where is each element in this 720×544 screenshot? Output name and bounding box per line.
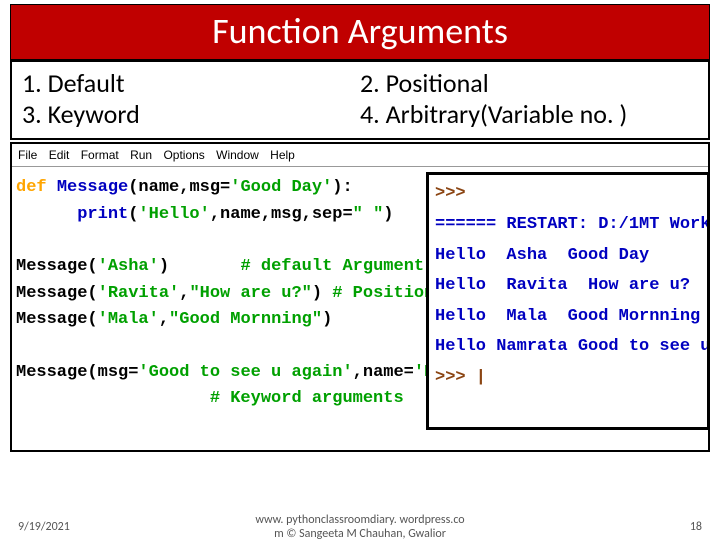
argument-types-box: 1. Default 2. Positional 3. Keyword 4. A… (10, 60, 710, 140)
slide-title-bar: Function Arguments (10, 4, 710, 60)
shell-line: Hello Mala Good Mornning (435, 302, 701, 333)
shell-prompt: >>> | (435, 363, 701, 394)
arg-arbitrary: 4. Arbitrary(Variable no. ) (360, 99, 698, 130)
slide-footer: 9/19/2021 www. pythonclassroomdiary. wor… (0, 520, 720, 534)
menu-edit[interactable]: Edit (49, 148, 70, 162)
menu-options[interactable]: Options (163, 148, 204, 162)
shell-prompt: >>> (435, 179, 701, 210)
arg-positional: 2. Positional (360, 68, 698, 99)
shell-line: Hello Namrata Good to see u again (435, 332, 701, 363)
menu-file[interactable]: File (18, 148, 37, 162)
footer-credit: www. pythonclassroomdiary. wordpress.co … (230, 513, 490, 542)
idle-menubar: File Edit Format Run Options Window Help (12, 144, 708, 167)
shell-line: ====== RESTART: D:/1MT Workshop ZIET (435, 210, 701, 241)
menu-window[interactable]: Window (216, 148, 259, 162)
shell-output: >>> ====== RESTART: D:/1MT Workshop ZIET… (426, 172, 710, 430)
menu-help[interactable]: Help (270, 148, 295, 162)
footer-date: 9/19/2021 (18, 520, 70, 534)
footer-page-number: 18 (690, 520, 702, 534)
arg-keyword: 3. Keyword (22, 99, 360, 130)
shell-line: Hello Asha Good Day (435, 241, 701, 272)
arg-default: 1. Default (22, 68, 360, 99)
slide-title: Function Arguments (11, 5, 709, 59)
code-screenshot: File Edit Format Run Options Window Help… (10, 142, 710, 452)
menu-format[interactable]: Format (81, 148, 119, 162)
shell-line: Hello Ravita How are u? (435, 271, 701, 302)
menu-run[interactable]: Run (130, 148, 152, 162)
